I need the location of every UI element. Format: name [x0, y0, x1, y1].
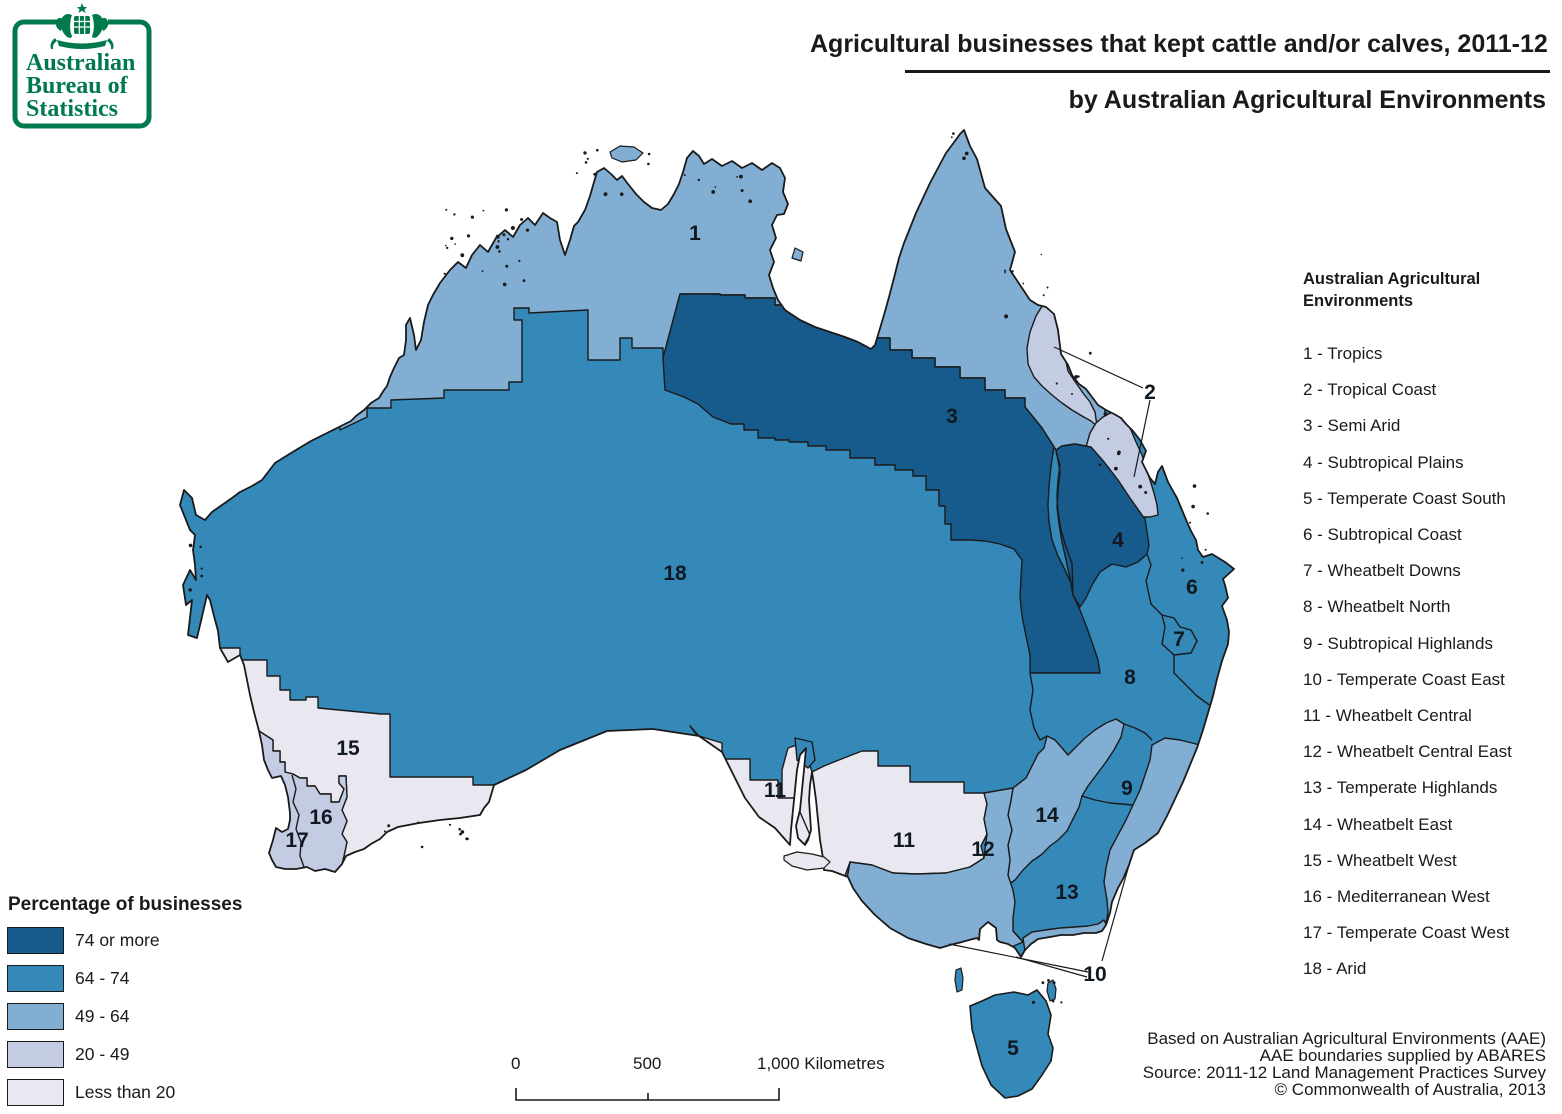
svg-text:Bureau of: Bureau of	[26, 73, 129, 99]
svg-text:10: 10	[1083, 963, 1106, 986]
svg-text:18: 18	[663, 562, 687, 585]
svg-text:11: 11	[764, 779, 787, 802]
svg-text:17: 17	[285, 829, 308, 852]
svg-text:Statistics: Statistics	[26, 96, 118, 122]
svg-text:14: 14	[1035, 804, 1059, 827]
svg-text:2: 2	[1144, 381, 1156, 404]
svg-text:6: 6	[1186, 576, 1198, 599]
svg-text:5: 5	[1007, 1037, 1019, 1060]
svg-text:12: 12	[971, 838, 994, 861]
svg-text:3: 3	[946, 405, 958, 428]
svg-text:9: 9	[1121, 777, 1133, 800]
svg-text:7: 7	[1173, 628, 1185, 651]
svg-text:11: 11	[893, 829, 916, 852]
svg-text:8: 8	[1124, 666, 1136, 689]
svg-text:Australian: Australian	[26, 50, 135, 76]
svg-text:16: 16	[309, 806, 332, 829]
svg-text:13: 13	[1055, 881, 1078, 904]
svg-text:1: 1	[689, 222, 701, 245]
svg-text:4: 4	[1112, 529, 1124, 552]
svg-text:15: 15	[336, 737, 360, 760]
